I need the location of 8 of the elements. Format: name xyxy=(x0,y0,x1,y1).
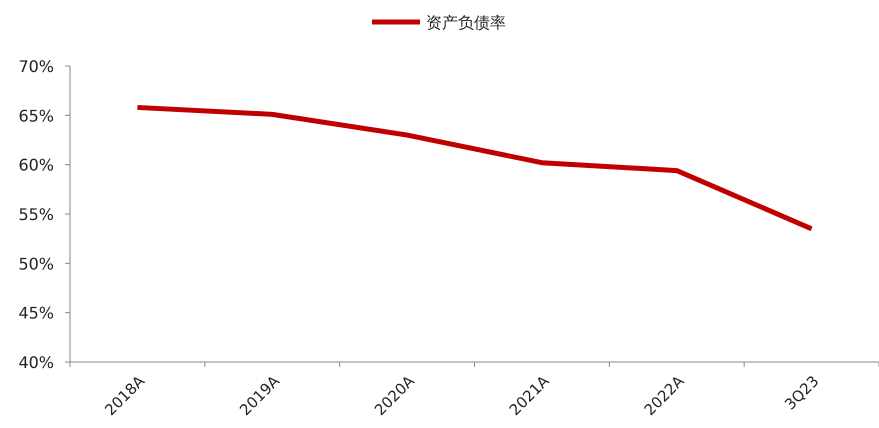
y-tick-label: 55% xyxy=(18,205,54,224)
y-tick-label: 65% xyxy=(18,106,54,126)
y-tick-label: 70% xyxy=(18,57,54,76)
y-tick-label: 50% xyxy=(18,254,54,274)
y-tick-label: 40% xyxy=(18,353,54,372)
legend-label: 资产负债率 xyxy=(426,13,506,32)
y-tick-label: 60% xyxy=(18,156,54,175)
y-tick-label: 45% xyxy=(18,304,54,323)
